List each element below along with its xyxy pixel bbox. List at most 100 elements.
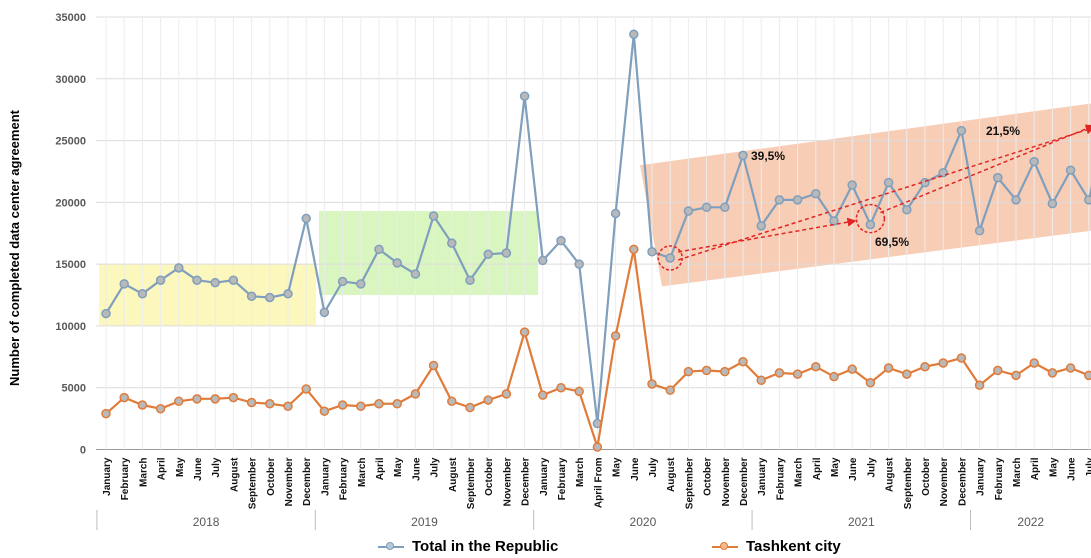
legend-item-total: Total in the Republic	[378, 538, 558, 555]
x-tick-label: August	[885, 457, 896, 492]
x-tick-label: October	[921, 457, 932, 495]
x-tick-label: February	[775, 457, 786, 500]
data-point-tashkent-city	[319, 406, 330, 416]
x-tick-label: November	[502, 457, 513, 506]
data-point-tashkent-city	[556, 382, 566, 393]
data-point-tashkent-city	[1065, 363, 1076, 373]
x-tick-label: July	[648, 457, 659, 477]
x-tick-label: April From	[593, 457, 604, 508]
data-point-total-in-the-republic	[137, 289, 148, 299]
line-chart: 0 5000 10000 15000 20000 25000 30000 35000 Janu…	[7, 12, 1091, 530]
data-point-total-in-the-republic	[392, 258, 402, 268]
data-point-tashkent-city	[501, 389, 512, 399]
data-point-total-in-the-republic	[665, 253, 675, 263]
data-point-total-in-the-republic	[683, 206, 694, 216]
data-point-total-in-the-republic	[283, 289, 293, 299]
data-point-tashkent-city	[738, 357, 748, 367]
x-tick-label: March	[138, 458, 149, 487]
x-tick-label: July	[1085, 457, 1091, 477]
x-tick-label: January	[539, 457, 550, 496]
y-tick-label: 20000	[55, 197, 86, 209]
data-point-total-in-the-republic	[993, 172, 1003, 183]
data-point-total-in-the-republic	[210, 277, 220, 288]
data-point-tashkent-city	[829, 371, 839, 382]
data-point-total-in-the-republic	[155, 275, 166, 285]
data-point-total-in-the-republic	[1065, 165, 1076, 175]
x-tick-label: December	[521, 457, 532, 505]
data-point-total-in-the-republic	[483, 249, 493, 260]
legend-label-tashkent: Tashkent city	[746, 538, 841, 555]
y-axis-ticks: 0 5000 10000 15000 20000 25000 30000 35000	[55, 12, 86, 457]
data-point-total-in-the-republic	[774, 195, 785, 205]
x-tick-label: November	[721, 457, 732, 506]
trend-label: 39,5%	[751, 149, 785, 163]
data-point-total-in-the-republic	[556, 235, 566, 246]
x-tick-label: August	[229, 457, 240, 492]
data-point-tashkent-city	[174, 396, 184, 407]
y-tick-label: 10000	[55, 321, 86, 333]
data-point-tashkent-city	[902, 369, 912, 379]
data-point-total-in-the-republic	[811, 188, 821, 199]
y-tick-label: 30000	[55, 74, 86, 86]
data-point-total-in-the-republic	[610, 208, 621, 219]
x-tick-label: September	[466, 457, 477, 509]
data-point-total-in-the-republic	[738, 150, 748, 161]
series-lines	[101, 29, 1091, 452]
data-point-total-in-the-republic	[501, 248, 512, 258]
data-point-tashkent-city	[155, 403, 166, 414]
data-point-tashkent-city	[1029, 358, 1039, 368]
data-point-tashkent-city	[774, 368, 785, 378]
x-tick-label: April	[157, 457, 168, 480]
data-point-tashkent-city	[1084, 370, 1091, 381]
data-point-tashkent-city	[938, 358, 948, 368]
data-point-tashkent-city	[883, 363, 894, 373]
x-tick-label: January	[976, 457, 987, 496]
data-point-tashkent-city	[428, 360, 439, 371]
data-point-total-in-the-republic	[974, 226, 985, 236]
x-tick-label: May	[830, 457, 841, 477]
data-point-tashkent-city	[246, 397, 257, 408]
x-tick-label: April	[1030, 457, 1041, 480]
data-point-total-in-the-republic	[847, 180, 857, 190]
x-axis-ticks: January February March April May June July Augu…	[102, 457, 1091, 509]
year-label: 2018	[193, 515, 220, 529]
data-point-total-in-the-republic	[428, 211, 439, 221]
data-point-total-in-the-republic	[629, 29, 639, 40]
data-point-total-in-the-republic	[374, 244, 384, 255]
x-tick-label: September	[684, 457, 695, 509]
y-tick-label: 15000	[55, 259, 86, 271]
x-tick-label: February	[994, 457, 1005, 500]
x-tick-label: October	[703, 457, 714, 495]
data-point-tashkent-city	[993, 365, 1003, 376]
trend-annotations: 39,5% 21,5% 69,5%	[657, 124, 1091, 271]
x-tick-label: June	[630, 457, 641, 481]
data-point-tashkent-city	[447, 396, 457, 407]
data-point-tashkent-city	[410, 389, 421, 399]
data-point-total-in-the-republic	[246, 291, 257, 302]
data-point-tashkent-city	[683, 366, 694, 377]
data-point-tashkent-city	[811, 361, 821, 372]
data-point-total-in-the-republic	[938, 167, 948, 178]
x-tick-label: March	[1012, 458, 1023, 487]
data-point-tashkent-city	[956, 353, 967, 363]
data-point-total-in-the-republic	[319, 307, 330, 318]
data-point-total-in-the-republic	[701, 202, 712, 213]
data-point-tashkent-city	[592, 442, 603, 452]
x-tick-label: June	[193, 457, 204, 481]
x-tick-label: June	[1067, 457, 1078, 481]
data-point-tashkent-city	[210, 394, 220, 404]
x-tick-label: January	[102, 457, 113, 496]
highlight-circle	[855, 203, 886, 234]
data-point-total-in-the-republic	[902, 205, 912, 215]
legend-label-total: Total in the Republic	[412, 538, 559, 555]
data-point-tashkent-city	[538, 390, 548, 400]
x-tick-label: August	[666, 457, 677, 492]
data-point-total-in-the-republic	[265, 292, 275, 303]
data-point-tashkent-city	[865, 378, 876, 388]
y-tick-label: 5000	[62, 383, 86, 395]
x-tick-label: February	[339, 457, 350, 500]
data-point-tashkent-city	[192, 394, 202, 404]
x-tick-label: May	[393, 457, 404, 477]
x-tick-label: March	[575, 458, 586, 487]
x-tick-label: August	[448, 457, 459, 492]
